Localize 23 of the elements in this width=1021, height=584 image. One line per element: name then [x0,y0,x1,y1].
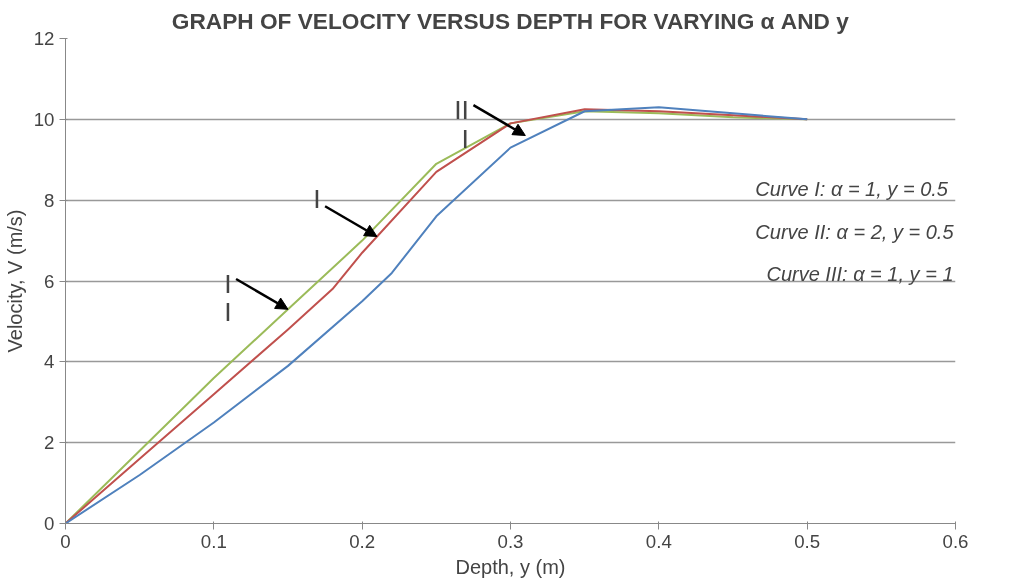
x-tick-label: 0.2 [349,530,376,552]
annotation: I I [224,268,232,328]
x-tick-label: 0.5 [794,530,821,552]
x-tick-label: 0.3 [497,530,524,552]
annotation: II I [454,95,469,154]
x-axis-title: Depth, y (m) [455,555,566,578]
annotation: Curve II: α = 2, y = 0.5 [755,220,955,243]
x-tick-label: 0 [60,530,71,552]
y-tick-label: 10 [33,108,55,130]
y-axis-title: Velocity, V (m/s) [3,209,26,353]
x-tick-label: 0.1 [200,530,227,552]
annotation: I [313,184,321,215]
y-tick-label: 8 [44,189,55,211]
y-tick-label: 6 [44,270,55,292]
annotation: Curve III: α = 1, y = 1 [766,263,954,286]
chart-title: GRAPH OF VELOCITY VERSUS DEPTH FOR VARYING α AND y [171,7,850,34]
y-tick-label: 12 [33,28,55,49]
annotation: Curve I: α = 1, y = 0.5 [755,178,949,201]
y-tick-label: 0 [44,513,55,534]
x-tick-label: 0.4 [645,530,672,552]
y-tick-label: 2 [44,432,55,454]
y-tick-label: 4 [44,351,55,373]
x-tick-label: 0.6 [942,530,969,552]
